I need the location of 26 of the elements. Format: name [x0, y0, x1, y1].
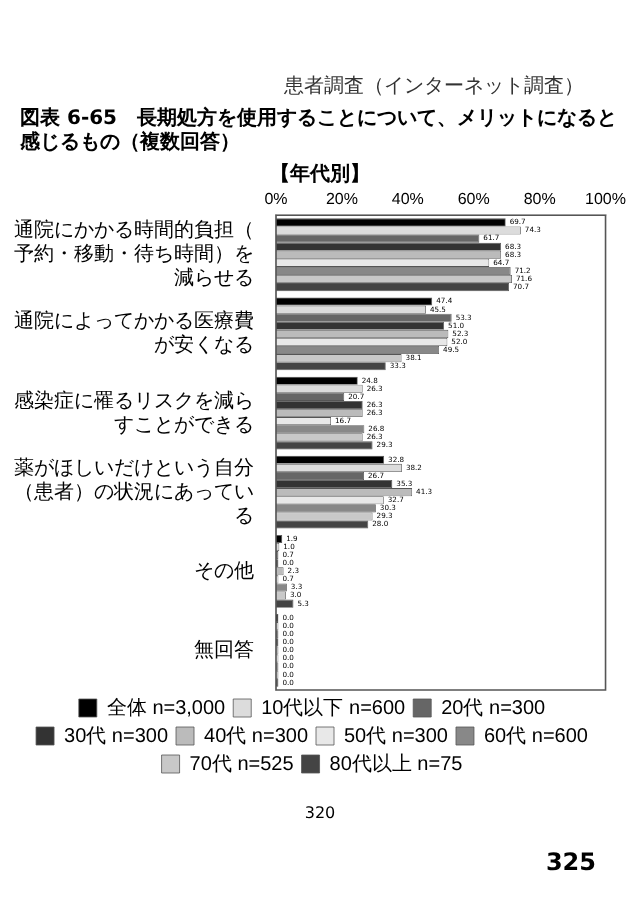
legend-label: 20代 n=300: [441, 697, 547, 720]
legend-label: 60代 n=600: [483, 725, 589, 748]
legend-label: 30代 n=300: [64, 725, 169, 748]
legend-label: 80代以上 n=75: [329, 751, 464, 776]
legend-label: 70代 n=525: [189, 753, 295, 776]
y-tick-label: 通院によってかかる医療費が安くなる: [14, 309, 254, 358]
text: 患者調査（インターネット調査）: [284, 73, 584, 100]
y-tick-label: 通院にかかる時間的負担（予約・移動・待ち時間）を減らせる: [14, 218, 254, 291]
text: 320: [302, 804, 338, 822]
legend-label: 50代 n=300: [344, 725, 449, 748]
legend-label: 10代以下 n=600: [261, 695, 407, 720]
y-tick-label: 薬がほしいだけという自分（患者）の状況にあっている: [14, 455, 254, 528]
x-tick-label: 100%: [585, 190, 627, 209]
legend-label: 全体 n=3,000: [106, 695, 227, 720]
chart-title: 図表 6-65 長期処方を使用することについて、メリットになると感じるもの（複数回答）: [20, 108, 620, 156]
x-tick-label: 60%: [457, 190, 490, 209]
x-tick-label: 40%: [391, 190, 424, 209]
x-tick-label: 0%: [264, 190, 288, 209]
text: 325: [545, 848, 596, 876]
y-tick-label: 感染症に罹るリスクを減らすことができる: [14, 388, 254, 437]
x-tick-label: 80%: [523, 190, 556, 209]
chart-subtitle: 【年代別】: [268, 161, 372, 188]
y-tick-label: 無回答: [194, 637, 254, 662]
y-tick-label: その他: [194, 558, 254, 583]
legend-label: 40代 n=300: [204, 725, 309, 748]
x-tick-label: 20%: [325, 190, 358, 209]
